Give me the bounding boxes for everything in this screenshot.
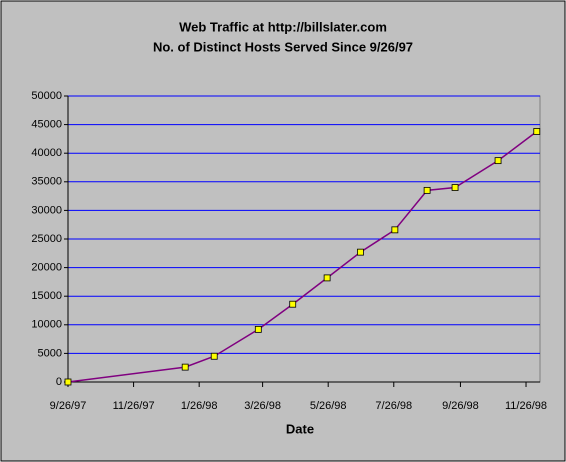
x-axis-label: Date <box>286 421 314 436</box>
data-point <box>323 274 331 282</box>
data-point <box>64 378 72 386</box>
y-tick-label: 35000 <box>31 176 62 188</box>
x-tick-label: 1/26/98 <box>181 400 218 412</box>
x-tick-label: 7/26/98 <box>375 400 412 412</box>
x-tick-label: 11/26/98 <box>505 400 547 412</box>
chart-title: Web Traffic at http://billslater.com <box>179 19 387 34</box>
x-tick-label: 3/26/98 <box>244 400 281 412</box>
x-tick-label: 9/26/97 <box>50 400 87 412</box>
chart-subtitle: No. of Distinct Hosts Served Since 9/26/… <box>153 39 413 54</box>
data-point <box>289 300 297 308</box>
data-point <box>210 352 218 360</box>
x-tick-label: 9/26/98 <box>442 400 479 412</box>
x-tick-label: 11/26/97 <box>113 400 155 412</box>
x-tick-label: 5/26/98 <box>310 400 347 412</box>
y-tick-label: 15000 <box>31 290 62 302</box>
data-point <box>533 128 541 135</box>
y-tick-label: 25000 <box>31 233 62 245</box>
y-tick-label: 20000 <box>31 262 62 274</box>
data-point <box>391 226 399 234</box>
y-tick-label: 0 <box>56 376 62 388</box>
y-tick-label: 5000 <box>38 347 62 359</box>
data-point <box>254 325 262 333</box>
y-tick-label: 30000 <box>31 204 62 216</box>
data-point <box>181 363 189 371</box>
data-point <box>423 186 431 194</box>
data-point <box>451 184 459 191</box>
data-line <box>67 130 538 383</box>
y-tick-label: 40000 <box>31 147 62 159</box>
data-point <box>357 248 364 256</box>
y-tick-label: 50000 <box>31 90 62 102</box>
data-point <box>494 157 502 165</box>
y-tick-label: 45000 <box>31 119 62 131</box>
y-tick-label: 10000 <box>31 319 62 331</box>
